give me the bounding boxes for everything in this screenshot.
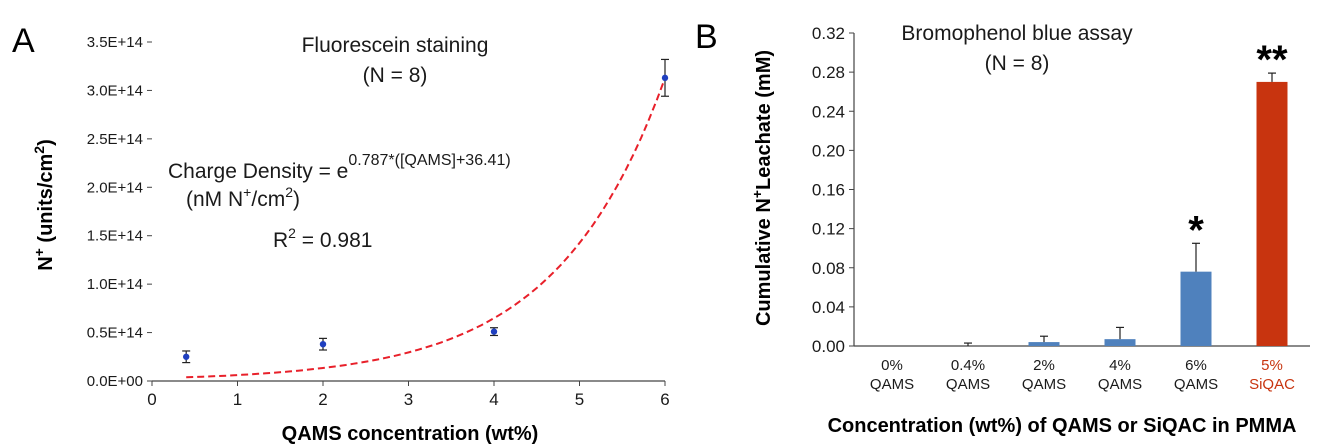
panel-b-category-label: 5% [1261, 357, 1283, 374]
panel-b-category-label: 0.4% [951, 357, 985, 374]
panel-b-bars: 0% QAMS 0.4% QAMS 2% QAMS 4% QAMS * 6% QAMS ** 5% SiQ… [870, 38, 1295, 393]
panel-a-data-point [183, 353, 190, 360]
panel-b-y-tick-label: 0.12 [812, 220, 845, 239]
panel-b-y-tick-label: 0.16 [812, 181, 845, 200]
panel-b-x-axis-label: Concentration (wt%) of QAMS or SiQAC in … [828, 415, 1297, 437]
panel-a-units: (nM N+/cm2) [186, 184, 300, 211]
panel-b-category-label: QAMS [1022, 376, 1066, 393]
panel-a-fit-curve [186, 77, 666, 379]
panel-a-equation: Charge Density = e0.787*([QAMS]+36.41) [168, 152, 511, 183]
panel-b-category-label: 4% [1109, 357, 1131, 374]
panel-b-category-label: SiQAC [1249, 376, 1295, 393]
panel-b-y-tick-label: 0.20 [812, 141, 845, 160]
panel-b-label: B [695, 18, 718, 56]
panel-a-y-tick-label: 3.0E+14 [87, 82, 143, 99]
panel-a-x-ticks: 0 1 2 3 4 5 6 [147, 381, 670, 409]
panel-b-y-tick-label: 0.04 [812, 298, 845, 317]
panel-a-title: Fluorescein staining [302, 34, 489, 57]
panel-b-y-tick-label: 0.24 [812, 102, 845, 121]
panel-b-title: Bromophenol blue assay [901, 22, 1133, 45]
panel-b-bar [1256, 81, 1288, 346]
panel-b-y-tick-label: 0.08 [812, 259, 845, 278]
panel-b-y-tick-label: 0.32 [812, 24, 845, 43]
panel-b-bar [1180, 271, 1212, 346]
panel-b-category-label: 2% [1033, 357, 1055, 374]
panel-a-x-tick-label: 5 [575, 390, 584, 409]
panel-a-y-tick-label: 0.5E+14 [87, 325, 143, 342]
panel-b-bar [1104, 339, 1136, 346]
panel-b-y-tick-label: 0.00 [812, 337, 845, 356]
panel-a-x-axis-label: QAMS concentration (wt%) [282, 423, 539, 444]
panel-b-category-label: 6% [1185, 357, 1207, 374]
panel-b-category-label: 0% [881, 357, 903, 374]
panel-a-y-tick-label: 3.5E+14 [87, 34, 143, 51]
panel-b-y-ticks: 0.00 0.04 0.08 0.12 0.16 0.20 0.24 0.28 0.32 [812, 24, 854, 356]
panel-b-category-label: QAMS [870, 376, 914, 393]
panel-a-r-squared: R2 = 0.981 [273, 225, 372, 252]
panel-a-y-tick-label: 2.5E+14 [87, 131, 143, 148]
panel-a-data-point [661, 74, 669, 82]
panel-a-data-point [490, 328, 498, 335]
panel-b-significance-marker: * [1188, 208, 1204, 252]
panel-a-x-tick-label: 1 [233, 390, 242, 409]
panel-a-y-tick-label: 2.0E+14 [87, 179, 143, 196]
panel-a-y-axis-label: N+ (units/cm2) [31, 139, 57, 271]
panel-a: A 0.0E+00 0.5E+14 1.0E+14 1.5E+14 2.0E+14 2.5… [12, 22, 670, 444]
panel-a-label: A [12, 22, 35, 60]
panel-a-y-tick-label: 1.0E+14 [87, 276, 143, 293]
panel-a-x-tick-label: 6 [660, 390, 669, 409]
panel-b: B 0.00 0.04 0.08 0.12 0.16 0.20 0.24 0.28 0.32 0… [695, 18, 1310, 437]
panel-a-y-tick-label: 0.0E+00 [87, 373, 143, 390]
panel-b-category-label: QAMS [1098, 376, 1142, 393]
panel-b-y-tick-label: 0.28 [812, 63, 845, 82]
panel-a-subtitle: (N = 8) [363, 64, 428, 87]
panel-a-x-tick-label: 3 [404, 390, 413, 409]
panel-a-y-tick-label: 1.5E+14 [87, 228, 143, 245]
panel-a-y-ticks: 0.0E+00 0.5E+14 1.0E+14 1.5E+14 2.0E+14 2.5E+… [87, 34, 152, 390]
panel-b-subtitle: (N = 8) [985, 52, 1050, 75]
panel-b-significance-marker: ** [1256, 38, 1288, 82]
panel-a-data-point [319, 340, 327, 348]
panel-b-bar [1028, 342, 1060, 346]
panel-b-y-axis-label: Cumulative N+Leachate (mM) [749, 50, 775, 326]
panel-a-x-tick-label: 2 [318, 390, 327, 409]
panel-a-points [182, 58, 669, 364]
panel-a-x-tick-label: 4 [489, 390, 498, 409]
panel-b-category-label: QAMS [946, 376, 990, 393]
panel-a-x-tick-label: 0 [147, 390, 156, 409]
panel-b-category-label: QAMS [1174, 376, 1218, 393]
